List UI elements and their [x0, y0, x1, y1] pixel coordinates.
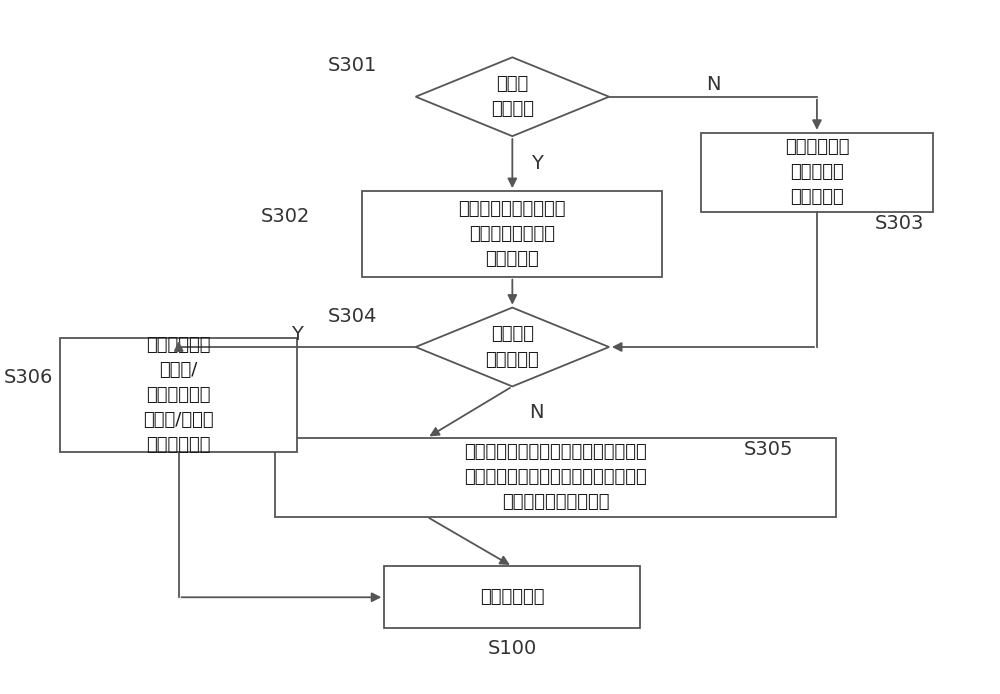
- Bar: [701, 133, 933, 212]
- Text: N: N: [706, 75, 720, 94]
- Text: S306: S306: [4, 369, 54, 387]
- Text: S302: S302: [260, 208, 310, 226]
- Polygon shape: [416, 307, 609, 387]
- Text: Y: Y: [531, 154, 542, 173]
- Text: S303: S303: [874, 214, 924, 233]
- Text: 是否已开
启自控功能: 是否已开 启自控功能: [485, 325, 539, 369]
- Text: N: N: [529, 403, 544, 422]
- Bar: [275, 438, 836, 517]
- Text: S304: S304: [328, 307, 377, 325]
- Text: 设定限制时间段、限制时间跨度、在所
述限制时间段及所述限制时间跨度内可
以运行的指定应用程序: 设定限制时间段、限制时间跨度、在所 述限制时间段及所述限制时间跨度内可 以运行的…: [464, 443, 647, 511]
- Text: S305: S305: [744, 441, 793, 459]
- Text: S301: S301: [328, 56, 377, 76]
- Text: Y: Y: [291, 325, 303, 344]
- Text: 减少指定应用
程序或/
和增大限制时
间段或/和增大
限制时间跨度: 减少指定应用 程序或/ 和增大限制时 间段或/和增大 限制时间跨度: [143, 336, 214, 454]
- Text: 手动获取智能
显示设备的
日期及时间: 手动获取智能 显示设备的 日期及时间: [785, 138, 849, 206]
- Text: 是否有
网络信号: 是否有 网络信号: [491, 75, 534, 118]
- Text: S100: S100: [488, 639, 537, 658]
- Text: 根据连接的网络自动获
取智能显示设备的
日期及时间: 根据连接的网络自动获 取智能显示设备的 日期及时间: [459, 200, 566, 268]
- Bar: [362, 191, 662, 277]
- Text: 开启自控功能: 开启自控功能: [480, 589, 545, 607]
- Bar: [60, 339, 297, 452]
- Bar: [384, 566, 640, 628]
- Polygon shape: [416, 58, 609, 136]
